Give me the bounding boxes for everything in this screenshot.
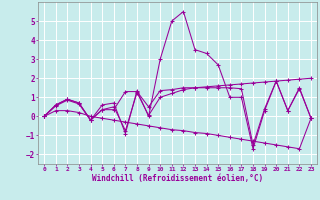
X-axis label: Windchill (Refroidissement éolien,°C): Windchill (Refroidissement éolien,°C): [92, 174, 263, 183]
